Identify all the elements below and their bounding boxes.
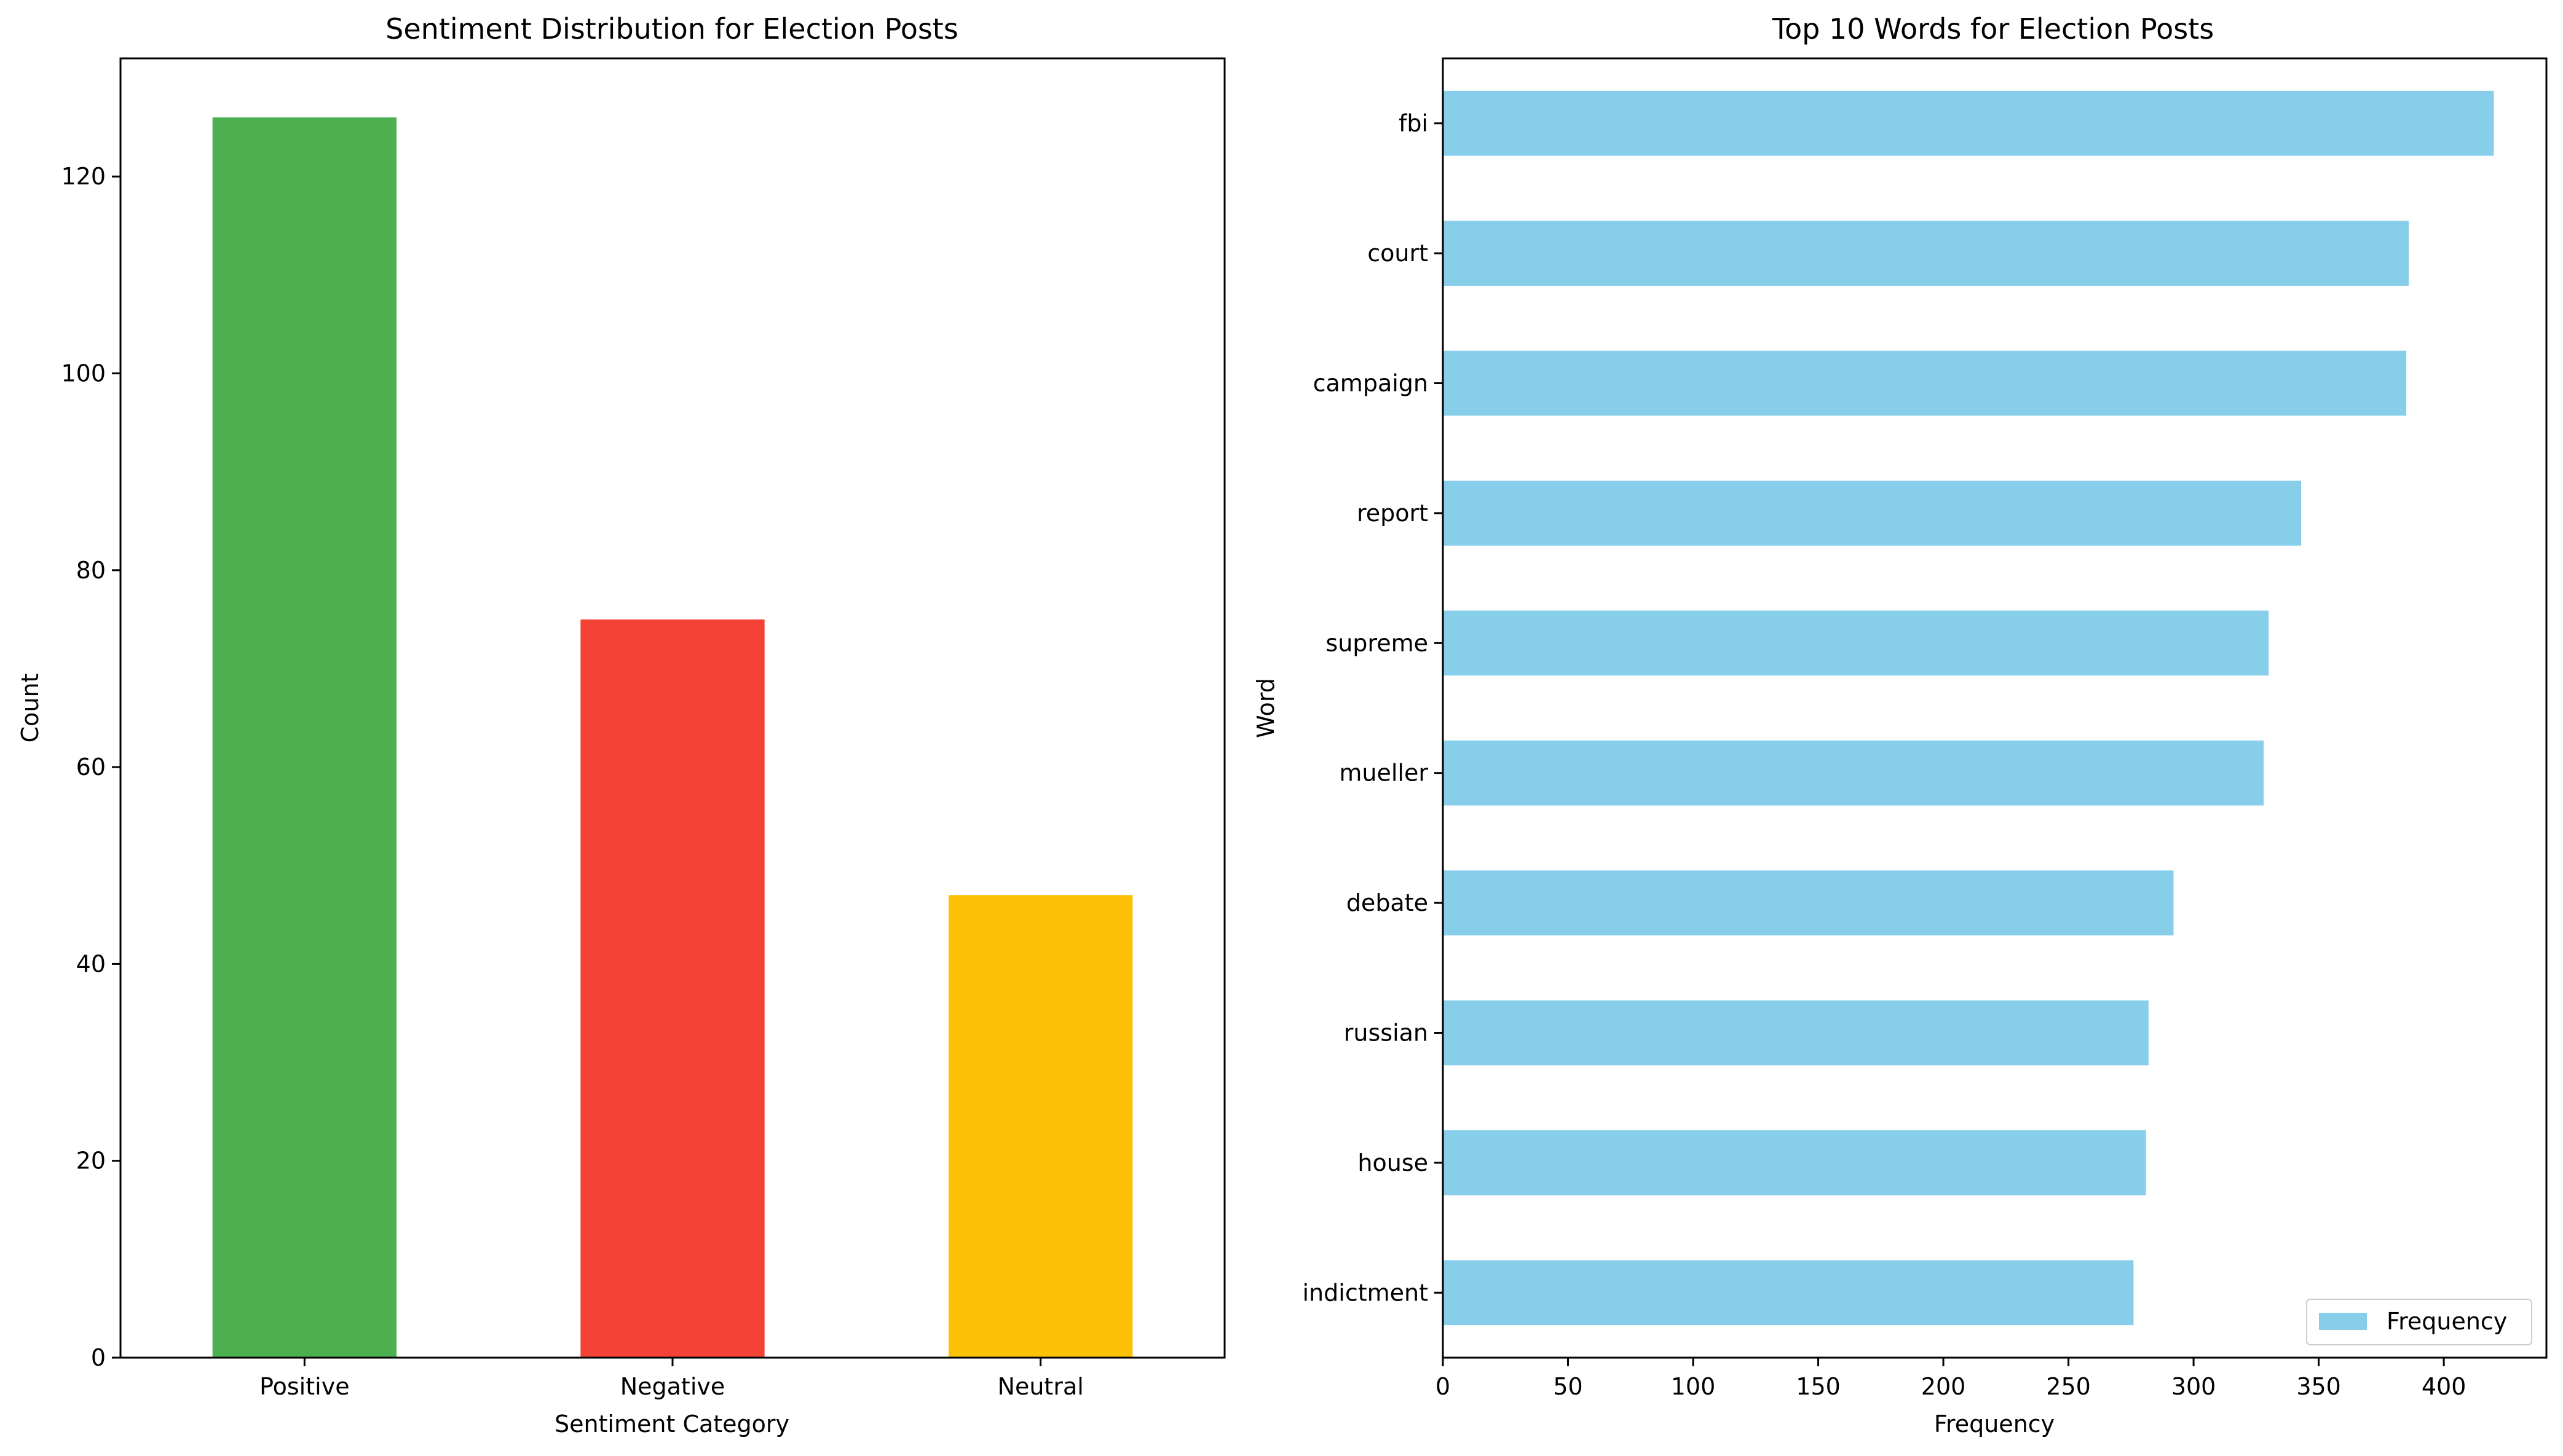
bar-russian — [1443, 1000, 2149, 1066]
y-axis-ticks: fbi court campaign report supreme mueller deba… — [1303, 110, 1443, 1306]
chart-title: Top 10 Words for Election Posts — [1772, 12, 2214, 45]
y-tick-label: 20 — [76, 1147, 106, 1175]
bar-court — [1443, 221, 2409, 286]
y-tick-label: 40 — [76, 950, 106, 977]
x-tick-label: Neutral — [998, 1373, 1084, 1400]
plot-frame — [1442, 57, 2548, 1359]
bar-campaign — [1443, 350, 2407, 416]
y-tick-label: 80 — [76, 557, 106, 584]
bar-positive — [212, 117, 397, 1358]
y-tick-label: 60 — [76, 754, 106, 781]
bar-mueller — [1443, 740, 2264, 806]
legend-swatch — [2319, 1313, 2367, 1330]
top-words-chart: Top 10 Words for Election Posts fbi court… — [1252, 12, 2548, 1438]
x-tick-label: 100 — [1671, 1373, 1716, 1400]
y-tick-label: mueller — [1339, 760, 1428, 787]
bar-negative — [580, 619, 765, 1358]
y-tick-label: court — [1367, 240, 1428, 267]
y-tick-label: 0 — [91, 1344, 106, 1371]
bar-debate — [1443, 870, 2174, 935]
x-tick-label: 300 — [2171, 1373, 2216, 1400]
x-tick-label: Negative — [620, 1373, 725, 1400]
bar-indictment — [1443, 1260, 2134, 1326]
x-tick-label: 350 — [2296, 1373, 2341, 1400]
x-tick-label: 50 — [1553, 1373, 1582, 1400]
x-axis-label: Sentiment Category — [555, 1411, 789, 1438]
plot-frame — [119, 57, 1226, 1359]
y-tick-label: house — [1357, 1149, 1428, 1176]
y-axis-label: Word — [1252, 678, 1279, 738]
y-tick-label: russian — [1344, 1020, 1428, 1047]
legend-box — [2306, 1299, 2532, 1345]
x-tick-label: 0 — [1436, 1373, 1450, 1400]
x-tick-label: Positive — [259, 1373, 350, 1400]
bar-supreme — [1443, 610, 2269, 676]
y-tick-label: 100 — [61, 360, 106, 387]
y-tick-label: debate — [1346, 889, 1428, 916]
y-tick-label: fbi — [1399, 110, 1428, 137]
bar-house — [1443, 1130, 2146, 1195]
legend-label: Frequency — [2387, 1308, 2507, 1335]
y-axis-label: Count — [17, 674, 44, 743]
y-tick-label: report — [1357, 500, 1428, 527]
x-axis-ticks: Positive Negative Neutral — [259, 1358, 1084, 1400]
x-axis-ticks: 0 50 100 150 200 250 300 350 400 — [1436, 1358, 2466, 1400]
x-axis-label: Frequency — [1934, 1411, 2055, 1438]
x-tick-label: 400 — [2422, 1373, 2466, 1400]
y-tick-label: campaign — [1313, 370, 1428, 397]
bar-neutral — [949, 895, 1133, 1358]
sentiment-distribution-chart: Sentiment Distribution for Election Post… — [17, 12, 1226, 1438]
y-tick-label: indictment — [1303, 1279, 1429, 1306]
y-tick-label: supreme — [1325, 629, 1428, 656]
x-tick-label: 250 — [2046, 1373, 2091, 1400]
bars — [1443, 90, 2494, 1326]
bar-fbi — [1443, 90, 2494, 156]
bars — [212, 117, 1133, 1358]
x-tick-label: 200 — [1921, 1373, 1966, 1400]
bar-report — [1443, 481, 2302, 546]
legend: Frequency — [2306, 1299, 2532, 1345]
chart-title: Sentiment Distribution for Election Post… — [385, 12, 958, 45]
y-axis-ticks: 0 20 40 60 80 100 120 — [61, 163, 120, 1371]
x-tick-label: 150 — [1796, 1373, 1841, 1400]
y-tick-label: 120 — [61, 163, 106, 190]
